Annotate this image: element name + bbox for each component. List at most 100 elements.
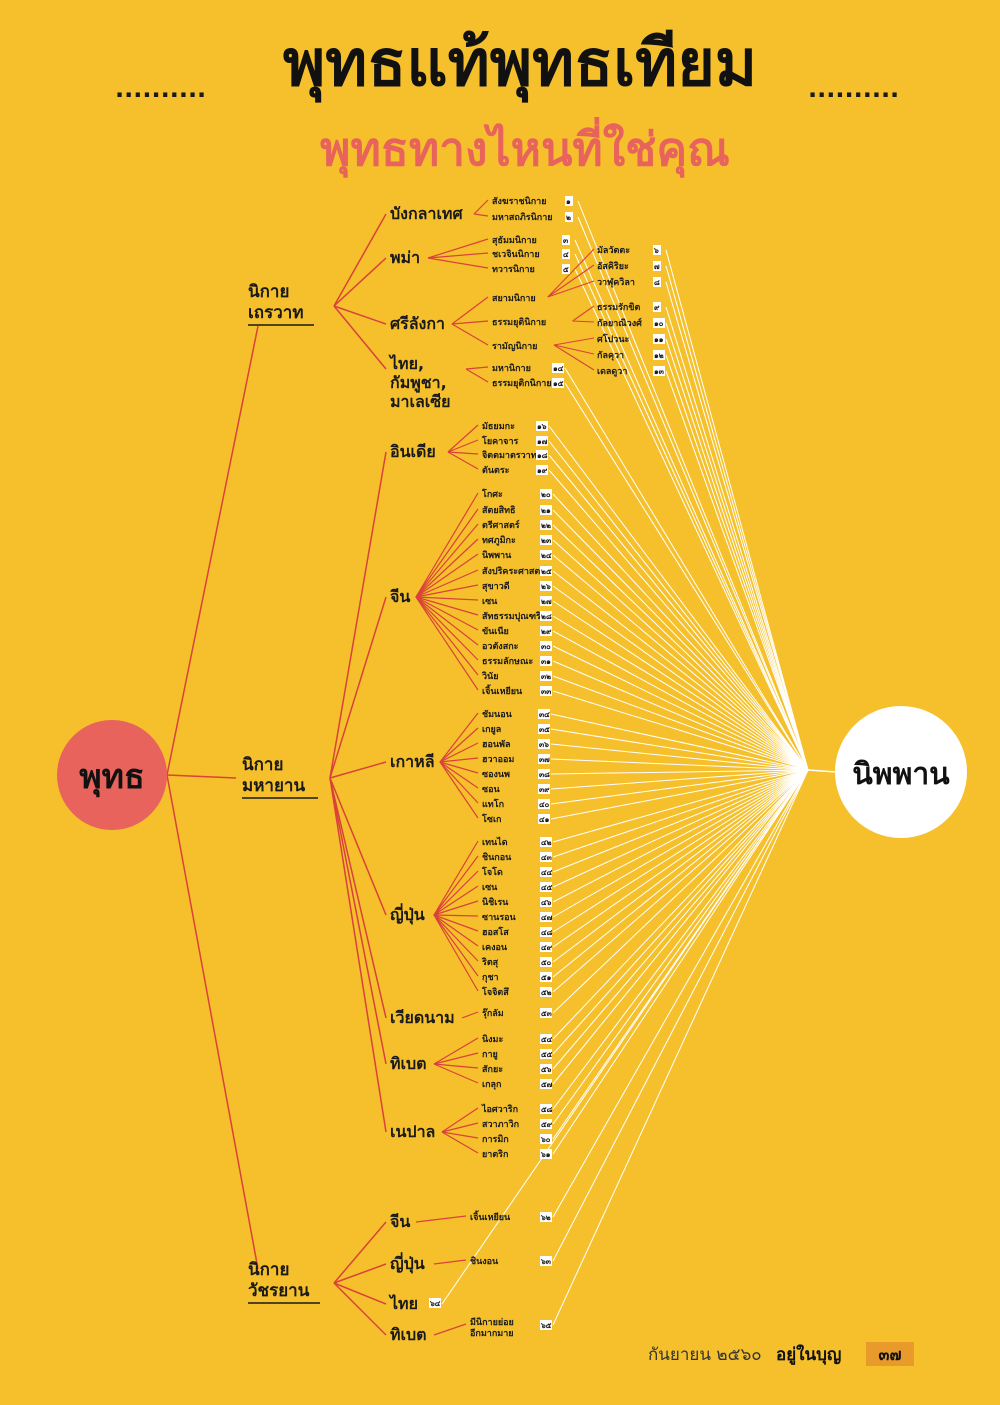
sect-label: มีนิกายย่อยอีกมากมาย <box>469 1317 513 1339</box>
sect-number-bg <box>552 363 564 373</box>
tree-nodes: นิกายเถรวาท บังกลาเทศ สังฆราชนิกาย ๑มหาสถภิ… <box>242 196 665 1344</box>
goal-line <box>574 253 809 771</box>
sect-to-subsect-line <box>572 305 595 322</box>
country-to-sect-line <box>465 366 489 370</box>
goal-line <box>552 769 809 873</box>
goal-circle <box>835 706 967 838</box>
sect-number-bg <box>538 724 550 734</box>
sect-number: ๕๗ <box>541 1080 553 1089</box>
sect-number-bg <box>540 897 552 907</box>
sect-label: เกลุก <box>482 1080 502 1090</box>
subsect-label: กัลยาณิวงศ์ <box>597 317 642 329</box>
sect-to-subsect-line <box>547 264 595 298</box>
goal-line <box>552 769 809 948</box>
subsect-label: อัสคิริยะ <box>597 261 629 272</box>
sect-number-bg <box>540 550 552 560</box>
sect-number: ๒๖ <box>541 582 551 591</box>
goal-line <box>552 615 809 771</box>
school-to-country-line <box>329 777 387 1019</box>
country-to-sect-line <box>433 885 479 916</box>
sect-number: ๒ <box>566 213 571 222</box>
subsect-number-bg <box>653 245 661 255</box>
sect-number-bg <box>562 235 570 245</box>
country-to-sect-line <box>433 1063 479 1084</box>
country-to-sect-line <box>441 1122 479 1133</box>
sect-number: ๕๒ <box>541 988 552 997</box>
sect-label: การมิก <box>482 1134 509 1145</box>
sect-number-bg <box>538 754 550 764</box>
title-dots-left: .......... <box>115 75 206 103</box>
sect-label: เทนได <box>482 836 508 848</box>
goal-line <box>665 265 809 771</box>
country-to-sect-line <box>415 492 479 598</box>
sect-label: มัธยมกะ <box>482 421 515 432</box>
sect-number: ๓๘ <box>539 770 550 779</box>
country-to-sect-line <box>433 855 479 916</box>
country-to-sect-line <box>473 199 489 215</box>
sect-to-subsect-line <box>553 337 595 346</box>
country-to-sect-line <box>465 368 489 383</box>
sect-number-bg <box>540 581 552 591</box>
sect-number-bg <box>538 769 550 779</box>
goal-line <box>550 758 809 771</box>
sect-number: ๕๘ <box>541 1105 553 1114</box>
country-to-sect-line <box>473 213 489 217</box>
sect-number-bg <box>540 505 552 515</box>
sect-number: ๖๐ <box>540 1135 551 1144</box>
sect-number: ๕ <box>563 265 569 274</box>
sect-label: ชัมนอน <box>482 709 513 720</box>
sect-label: สัตยสิทธิ <box>482 505 516 516</box>
subsect-number: ๘ <box>654 278 660 287</box>
sect-number: ๔ <box>563 250 569 259</box>
school-to-country-line <box>329 761 387 779</box>
sect-label: จิตตมาตรวาท <box>481 450 536 461</box>
goal-line <box>577 216 809 771</box>
country-to-sect-line <box>447 424 479 453</box>
sect-number: ๖๔ <box>429 1299 441 1308</box>
country-label: ไทย <box>388 1294 418 1313</box>
sect-label: ฮอนพัล <box>482 739 511 750</box>
goal-line <box>548 425 809 771</box>
sect-number-bg <box>536 465 548 475</box>
sect-label: ทวารนิกาย <box>492 264 535 275</box>
sect-label: ไอศวาริก <box>481 1103 518 1115</box>
country-to-sect-line <box>451 323 489 346</box>
sect-label: สุธัมมนิกาย <box>492 235 537 246</box>
subsect-label: มัลวัตตะ <box>597 245 630 256</box>
goal-line <box>577 200 809 771</box>
sect-number-bg <box>538 814 550 824</box>
goal-line <box>552 769 809 1055</box>
sect-number: ๒๒ <box>541 521 551 530</box>
school-to-country-line <box>329 451 387 779</box>
goal-line <box>552 769 809 858</box>
subsect-number: ๑๒ <box>654 351 664 360</box>
sect-number-bg <box>540 912 552 922</box>
country-label: จีน <box>389 587 410 606</box>
sect-number: ๑๘ <box>537 451 548 460</box>
country-label: ทิเบต <box>390 1054 427 1073</box>
sect-number-bg <box>540 611 552 621</box>
sect-number: ๑๙ <box>537 466 548 475</box>
country-to-sect-line <box>415 596 479 691</box>
sect-number: ๔๗ <box>541 913 553 922</box>
sect-number: ๔๕ <box>541 883 553 892</box>
sect-number: ๓๐ <box>541 642 551 651</box>
sect-label: สุขาวดี <box>482 581 510 592</box>
goal-line <box>552 769 809 1085</box>
sect-number-bg <box>540 1079 552 1089</box>
country-to-sect-line <box>441 1131 479 1139</box>
sect-label: ยาตริก <box>482 1149 508 1160</box>
goal-line <box>552 769 809 843</box>
sect-number-bg <box>540 626 552 636</box>
goal-line <box>552 600 809 771</box>
goal-line <box>574 239 809 771</box>
sect-label: แทโก <box>482 798 504 810</box>
country-to-sect-line <box>451 320 489 325</box>
sect-to-subsect-line <box>547 280 595 298</box>
sect-label: ธรรมยุติกนิกาย <box>492 378 552 389</box>
sect-label: สวาภาวิก <box>482 1119 519 1130</box>
school-to-country-line <box>333 1282 387 1305</box>
sect-to-subsect-line <box>553 344 595 355</box>
sect-number: ๔๑ <box>539 815 550 824</box>
sect-label: เคงอน <box>482 943 508 953</box>
